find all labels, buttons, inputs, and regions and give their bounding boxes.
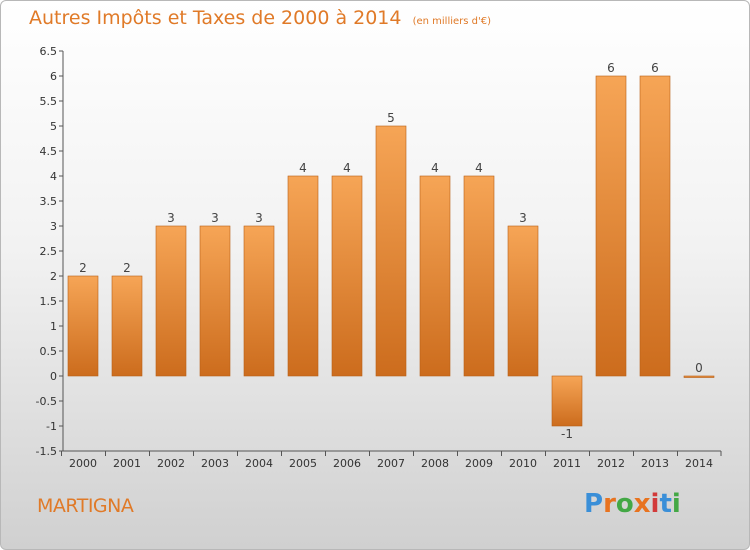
- logo-letter: P: [584, 489, 604, 519]
- bar: [595, 75, 627, 377]
- y-tick-label: 4: [50, 170, 57, 183]
- y-tick-label: 2.5: [40, 245, 58, 258]
- bar: [551, 375, 583, 427]
- y-tick-label: 4.5: [40, 145, 58, 158]
- data-label: 3: [255, 211, 263, 225]
- x-tick-label: 2011: [553, 457, 581, 470]
- x-tick-label: 2009: [465, 457, 493, 470]
- y-tick-label: -1: [46, 420, 57, 433]
- x-tick-label: 2005: [289, 457, 317, 470]
- data-label: 2: [79, 261, 87, 275]
- bar: [375, 125, 407, 377]
- data-label: 6: [651, 61, 659, 75]
- bar: [199, 225, 231, 377]
- bar: [463, 175, 495, 377]
- data-labels: 2 2 3 3 3 4 4 5 4 4 3 -1 6 6 0: [79, 61, 703, 441]
- data-label: 3: [167, 211, 175, 225]
- data-label: 0: [695, 361, 703, 375]
- y-tick-label: 0.5: [40, 345, 58, 358]
- x-tick-label: 2004: [245, 457, 273, 470]
- y-tick-label: 1.5: [40, 295, 58, 308]
- data-label: 3: [519, 211, 527, 225]
- bar: [155, 225, 187, 377]
- data-label: 3: [211, 211, 219, 225]
- logo-letter: i: [671, 489, 681, 519]
- y-tick-label: 2: [50, 270, 57, 283]
- x-tick-label: 2006: [333, 457, 361, 470]
- bar: [507, 225, 539, 377]
- y-tick-label: 6.5: [40, 45, 58, 58]
- data-label: 4: [431, 161, 439, 175]
- data-label: 4: [299, 161, 307, 175]
- y-tick-label: 3.5: [40, 195, 58, 208]
- x-tick-label: 2008: [421, 457, 449, 470]
- axes: 6.565.554.543.532.521.510.50-0.5-1-1.520…: [36, 45, 722, 470]
- x-tick-label: 2002: [157, 457, 185, 470]
- logo-letter: o: [615, 489, 634, 519]
- y-tick-label: 6: [50, 70, 57, 83]
- x-tick-label: 2014: [685, 457, 713, 470]
- bar: [111, 275, 143, 377]
- place-name: MARTIGNA: [37, 495, 134, 517]
- y-tick-label: -0.5: [36, 395, 57, 408]
- x-tick-label: 2007: [377, 457, 405, 470]
- logo-letter: t: [659, 489, 672, 519]
- y-tick-label: 5.5: [40, 95, 58, 108]
- x-tick-label: 2003: [201, 457, 229, 470]
- logo-letter: i: [650, 489, 660, 519]
- data-label: 4: [343, 161, 351, 175]
- logo-letter: x: [633, 489, 651, 519]
- bars: [67, 75, 715, 427]
- x-tick-label: 2010: [509, 457, 537, 470]
- bar: [243, 225, 275, 377]
- logo-letter: r: [603, 489, 616, 519]
- bar: [67, 275, 99, 377]
- chart-unit: (en milliers d'€): [412, 16, 492, 27]
- y-tick-label: 1: [50, 320, 57, 333]
- bar: [287, 175, 319, 377]
- data-label: 4: [475, 161, 483, 175]
- x-tick-label: 2001: [113, 457, 141, 470]
- bar: [639, 75, 671, 377]
- y-tick-label: -1.5: [36, 445, 57, 458]
- x-tick-label: 2013: [641, 457, 669, 470]
- data-label: -1: [561, 427, 573, 441]
- data-label: 5: [387, 111, 395, 125]
- title-row: Autres Impôts et Taxes de 2000 à 2014 (e…: [29, 7, 491, 29]
- bar: [419, 175, 451, 377]
- y-tick-label: 0: [50, 370, 57, 383]
- data-label: 6: [607, 61, 615, 75]
- proxiti-logo[interactable]: Proxiti: [584, 489, 681, 519]
- data-label: 2: [123, 261, 131, 275]
- y-tick-label: 5: [50, 120, 57, 133]
- bar: [683, 375, 715, 378]
- x-tick-label: 2012: [597, 457, 625, 470]
- x-tick-label: 2000: [69, 457, 97, 470]
- chart-title: Autres Impôts et Taxes de 2000 à 2014: [29, 7, 402, 29]
- bar: [331, 175, 363, 377]
- y-tick-label: 3: [50, 220, 57, 233]
